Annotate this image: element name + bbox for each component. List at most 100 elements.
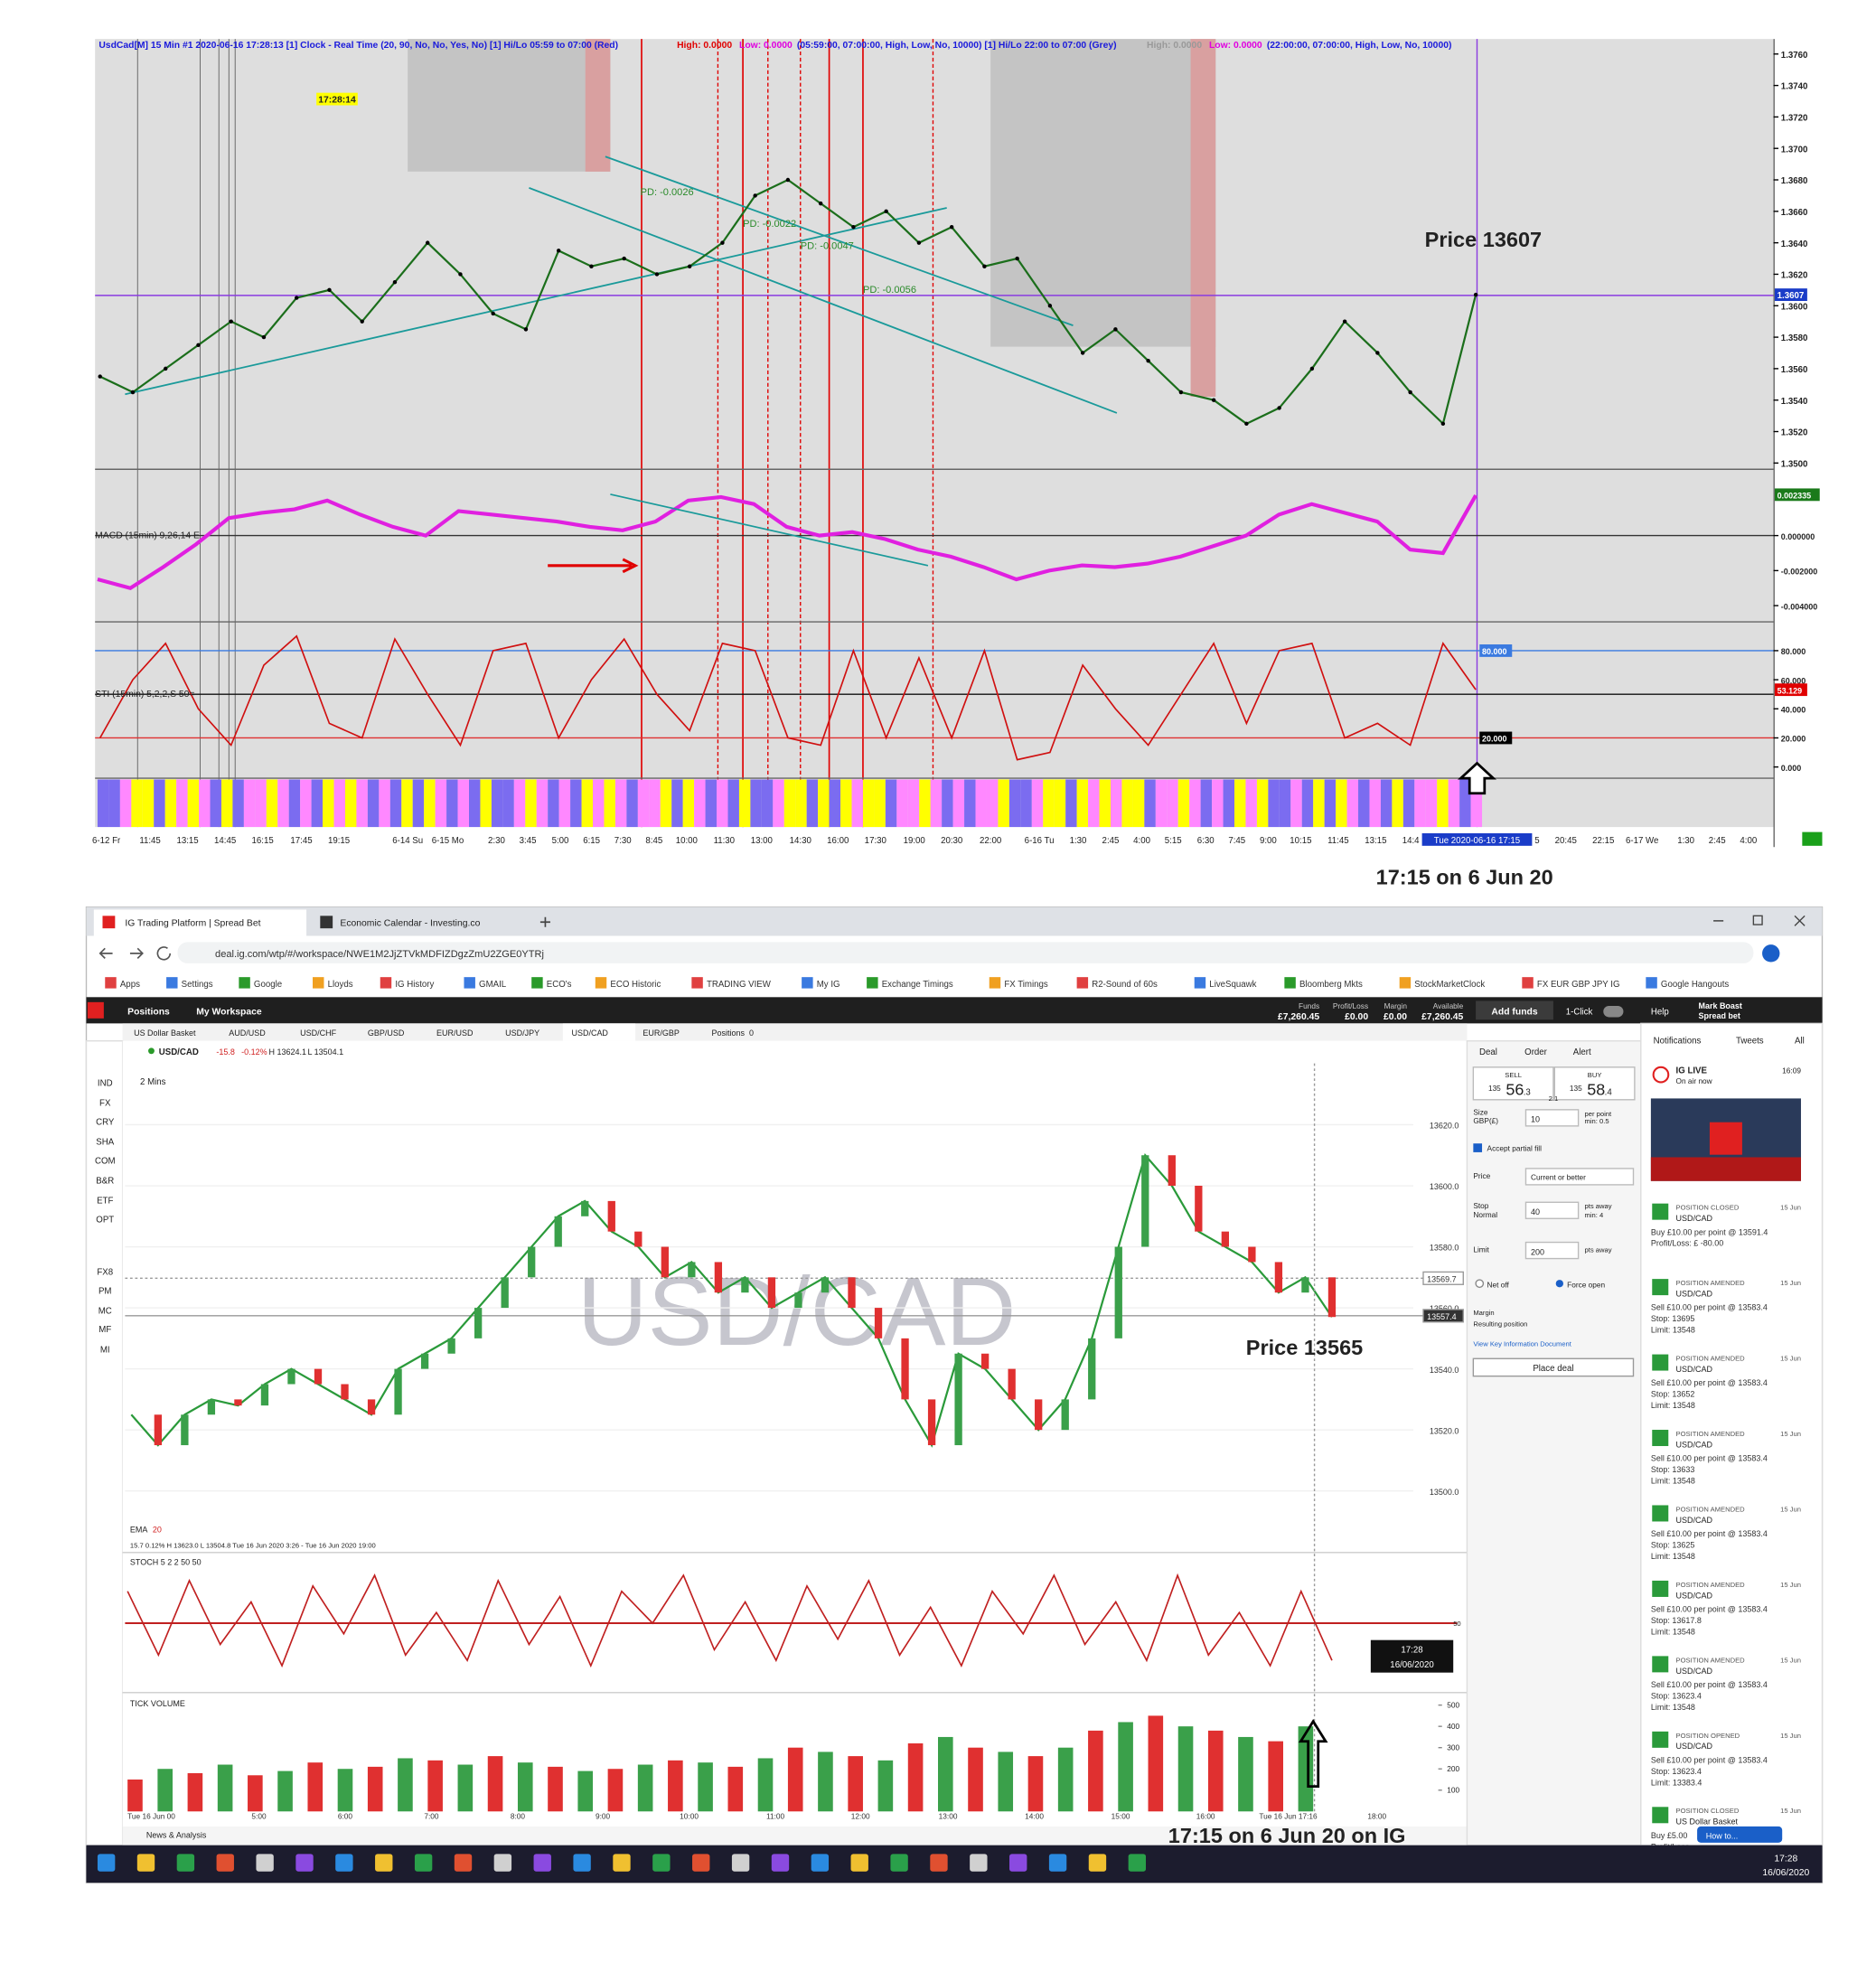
taskbar-icon[interactable] bbox=[731, 1854, 750, 1872]
tab[interactable] bbox=[93, 909, 307, 936]
radio[interactable] bbox=[1555, 1280, 1563, 1288]
taskbar-icon[interactable] bbox=[335, 1854, 353, 1872]
taskbar-icon[interactable] bbox=[493, 1854, 512, 1872]
taskbar-icon[interactable] bbox=[771, 1854, 790, 1872]
sidebar-item[interactable]: OPT bbox=[96, 1215, 114, 1225]
buy-button[interactable] bbox=[1553, 1066, 1636, 1101]
checkbox[interactable] bbox=[1473, 1143, 1483, 1152]
instrument-tab[interactable]: US Dollar Basket bbox=[134, 1028, 196, 1038]
sidebar-item[interactable]: SHA bbox=[96, 1138, 114, 1148]
bookmark[interactable]: Apps bbox=[120, 980, 140, 990]
sidebar-item[interactable]: B&R bbox=[96, 1177, 114, 1187]
toggle-label[interactable]: 1-Click bbox=[1566, 1008, 1593, 1018]
instrument-tab[interactable]: AUD/USD bbox=[229, 1028, 266, 1038]
instrument-tab[interactable]: Positions bbox=[711, 1028, 745, 1038]
taskbar-icon[interactable] bbox=[652, 1854, 671, 1872]
address-bar[interactable] bbox=[177, 942, 1754, 963]
instrument-tab[interactable]: EUR/USD bbox=[436, 1028, 474, 1038]
taskbar-icon[interactable] bbox=[136, 1854, 155, 1872]
sell-button[interactable] bbox=[1472, 1066, 1554, 1101]
nav-item[interactable]: Positions bbox=[127, 1008, 170, 1018]
deal-tab[interactable]: Deal bbox=[1479, 1047, 1497, 1057]
tab-title[interactable]: Economic Calendar - Investing.co bbox=[340, 918, 480, 928]
sidebar-item[interactable]: FX bbox=[99, 1099, 111, 1109]
notification-tab[interactable]: Notifications bbox=[1654, 1037, 1702, 1047]
dropdown[interactable] bbox=[1524, 1168, 1635, 1186]
bookmark[interactable]: Google Hangouts bbox=[1661, 980, 1729, 990]
taskbar-icon[interactable] bbox=[1048, 1854, 1067, 1872]
link[interactable]: View Key Information Document bbox=[1473, 1339, 1571, 1348]
interval[interactable]: 2 Mins bbox=[140, 1077, 166, 1087]
bookmark[interactable]: Lloyds bbox=[328, 980, 353, 990]
bookmark[interactable]: Settings bbox=[182, 980, 213, 990]
sidebar-item[interactable]: MC bbox=[98, 1306, 112, 1316]
add-funds-button[interactable] bbox=[1476, 1000, 1553, 1020]
bookmark[interactable]: StockMarketClock bbox=[1414, 980, 1485, 990]
input[interactable] bbox=[1524, 1241, 1580, 1260]
taskbar-icon[interactable] bbox=[970, 1854, 988, 1872]
bookmark[interactable]: LiveSquawk bbox=[1209, 980, 1256, 990]
account-type[interactable]: Spread bet bbox=[1698, 1011, 1740, 1020]
instrument-tab[interactable]: GBP/USD bbox=[368, 1028, 405, 1038]
taskbar-icon[interactable] bbox=[573, 1854, 591, 1872]
input[interactable] bbox=[1524, 1109, 1580, 1127]
tab-title[interactable]: IG Trading Platform | Spread Bet bbox=[125, 918, 260, 928]
bookmark[interactable]: ECO's bbox=[547, 980, 572, 990]
notification-tab[interactable]: All bbox=[1795, 1037, 1805, 1047]
sidebar-item[interactable]: COM bbox=[95, 1156, 116, 1166]
bookmark[interactable]: Bloomberg Mkts bbox=[1299, 980, 1363, 990]
instrument-tab[interactable]: EUR/GBP bbox=[643, 1028, 679, 1038]
howto-button[interactable] bbox=[1697, 1826, 1783, 1843]
instrument-tab[interactable]: USD/CHF bbox=[300, 1028, 336, 1038]
input[interactable] bbox=[1524, 1201, 1580, 1219]
taskbar-icon[interactable] bbox=[890, 1854, 908, 1872]
nav-icons[interactable] bbox=[98, 946, 172, 961]
sidebar-item[interactable]: CRY bbox=[96, 1117, 115, 1127]
sidebar-item[interactable]: MI bbox=[100, 1345, 110, 1355]
taskbar-icon[interactable] bbox=[97, 1854, 116, 1872]
taskbar-icon[interactable] bbox=[375, 1854, 393, 1872]
taskbar-icon[interactable] bbox=[811, 1854, 830, 1872]
sidebar-item[interactable]: FX8 bbox=[97, 1268, 113, 1278]
taskbar-icon[interactable] bbox=[1088, 1854, 1107, 1872]
taskbar-icon[interactable] bbox=[1009, 1854, 1027, 1872]
notification-tab[interactable]: Tweets bbox=[1736, 1037, 1764, 1047]
instrument-tab[interactable]: USD/CAD bbox=[571, 1028, 608, 1038]
place-deal-button[interactable] bbox=[1472, 1357, 1635, 1377]
sidebar-item[interactable]: ETF bbox=[97, 1197, 113, 1207]
bookmark[interactable]: R2-Sound of 60s bbox=[1092, 980, 1158, 990]
user-name[interactable]: Mark Boast bbox=[1698, 1001, 1741, 1010]
news-link[interactable]: News & Analysis bbox=[146, 1830, 207, 1839]
instrument-tab[interactable]: USD/JPY bbox=[505, 1028, 539, 1038]
profile-avatar[interactable] bbox=[1762, 944, 1780, 963]
taskbar-icon[interactable] bbox=[692, 1854, 710, 1872]
window-controls[interactable] bbox=[1713, 915, 1806, 926]
sidebar-item[interactable]: IND bbox=[98, 1079, 113, 1089]
taskbar-icon[interactable] bbox=[414, 1854, 433, 1872]
taskbar-icon[interactable] bbox=[256, 1854, 274, 1872]
taskbar-icon[interactable] bbox=[533, 1854, 551, 1872]
bookmark[interactable]: FX EUR GBP JPY IG bbox=[1537, 980, 1620, 990]
bookmark[interactable]: ECO Historic bbox=[610, 980, 661, 990]
taskbar-icon[interactable] bbox=[295, 1854, 314, 1872]
taskbar-icon[interactable] bbox=[216, 1854, 234, 1872]
deal-tab[interactable]: Order bbox=[1524, 1047, 1548, 1057]
taskbar-icon[interactable] bbox=[850, 1854, 868, 1872]
nav-item[interactable]: My Workspace bbox=[196, 1008, 262, 1018]
bookmark[interactable]: My IG bbox=[817, 980, 840, 990]
url[interactable]: deal.ig.com/wtp/#/workspace/NWE1M2JjZTVk… bbox=[215, 949, 544, 960]
new-tab-icon[interactable] bbox=[539, 916, 550, 927]
button-label[interactable]: Place deal bbox=[1533, 1364, 1573, 1374]
bookmark[interactable]: GMAIL bbox=[479, 980, 507, 990]
sidebar-item[interactable]: PM bbox=[98, 1286, 112, 1296]
taskbar-icon[interactable] bbox=[454, 1854, 473, 1872]
taskbar-icon[interactable] bbox=[613, 1854, 631, 1872]
sidebar-item[interactable]: MF bbox=[98, 1325, 111, 1335]
bookmark[interactable]: TRADING VIEW bbox=[707, 980, 772, 990]
taskbar-icon[interactable] bbox=[1128, 1854, 1147, 1872]
bookmark[interactable]: IG History bbox=[395, 980, 434, 990]
help[interactable]: Help bbox=[1651, 1008, 1669, 1018]
deal-tab[interactable]: Alert bbox=[1573, 1047, 1591, 1057]
radio[interactable] bbox=[1475, 1279, 1485, 1289]
button-label[interactable]: Add funds bbox=[1491, 1008, 1537, 1018]
